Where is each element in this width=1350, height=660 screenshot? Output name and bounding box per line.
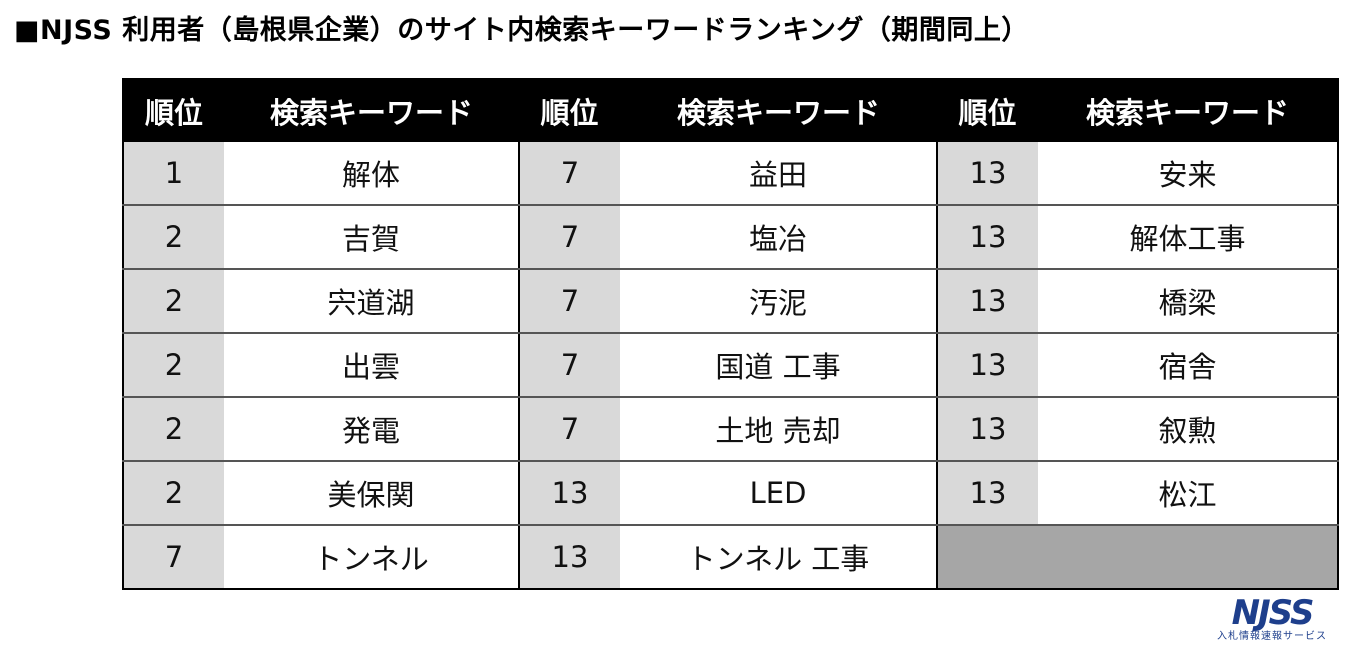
keyword-cell: LED [620, 461, 937, 526]
logo-tagline: 入札情報速報サービス [1217, 631, 1327, 642]
rank-cell: 13 [936, 205, 1038, 270]
keyword-cell: 宍道湖 [224, 269, 519, 334]
keyword-cell: 土地 売却 [620, 397, 937, 462]
table-header-row: 順位 検索キーワード 順位 検索キーワード 順位 検索キーワード [123, 79, 1338, 142]
empty-cell [1038, 525, 1338, 589]
keyword-cell: 解体工事 [1038, 205, 1338, 270]
keyword-cell: トンネル [224, 525, 519, 589]
keyword-cell: 宿舎 [1038, 333, 1338, 398]
keyword-cell: 解体 [224, 142, 519, 206]
table-row: 2 出雲 7 国道 工事 13 宿舎 [123, 333, 1338, 398]
rank-cell: 7 [518, 397, 620, 462]
keyword-cell: 吉賀 [224, 205, 519, 270]
keyword-cell: トンネル 工事 [620, 525, 937, 589]
rank-cell: 2 [123, 461, 224, 526]
rank-cell: 2 [123, 397, 224, 462]
empty-cell [936, 525, 1038, 589]
keyword-cell: 安来 [1038, 142, 1338, 206]
rank-cell: 13 [518, 525, 620, 589]
keyword-cell: 汚泥 [620, 269, 937, 334]
logo-wordmark: NJSS [1231, 593, 1315, 633]
keyword-cell: 発電 [224, 397, 519, 462]
keyword-cell: 国道 工事 [620, 333, 937, 398]
header-keyword: 検索キーワード [1038, 79, 1338, 142]
rank-cell: 7 [518, 269, 620, 334]
header-rank: 順位 [519, 79, 620, 142]
rank-cell: 7 [123, 525, 224, 589]
table-row: 2 発電 7 土地 売却 13 叙勲 [123, 397, 1338, 462]
rank-cell: 13 [936, 142, 1038, 206]
rank-cell: 13 [936, 461, 1038, 526]
keyword-ranking-table: 順位 検索キーワード 順位 検索キーワード 順位 検索キーワード 1 解体 7 … [122, 78, 1339, 590]
table-row: 2 吉賀 7 塩冶 13 解体工事 [123, 205, 1338, 270]
rank-cell: 13 [518, 461, 620, 526]
header-rank: 順位 [937, 79, 1038, 142]
rank-cell: 1 [123, 142, 224, 206]
rank-cell: 13 [936, 269, 1038, 334]
rank-cell: 13 [936, 333, 1038, 398]
header-keyword: 検索キーワード [224, 79, 519, 142]
table-row: 2 宍道湖 7 汚泥 13 橋梁 [123, 269, 1338, 334]
rank-cell: 2 [123, 205, 224, 270]
header-rank: 順位 [123, 79, 224, 142]
keyword-cell: 橋梁 [1038, 269, 1338, 334]
keyword-cell: 益田 [620, 142, 937, 206]
rank-cell: 13 [936, 397, 1038, 462]
rank-cell: 7 [518, 205, 620, 270]
page-title: ■NJSS 利用者（島根県企業）のサイト内検索キーワードランキング（期間同上） [14, 15, 1029, 46]
table-row: 2 美保関 13 LED 13 松江 [123, 461, 1338, 526]
rank-cell: 7 [518, 333, 620, 398]
rank-cell: 2 [123, 269, 224, 334]
rank-cell: 2 [123, 333, 224, 398]
header-keyword: 検索キーワード [620, 79, 937, 142]
keyword-cell: 出雲 [224, 333, 519, 398]
keyword-cell: 塩冶 [620, 205, 937, 270]
njss-logo: NJSS 入札情報速報サービス [1210, 596, 1334, 648]
keyword-cell: 叙勲 [1038, 397, 1338, 462]
keyword-cell: 松江 [1038, 461, 1338, 526]
rank-cell: 7 [518, 142, 620, 206]
table-row: 7 トンネル 13 トンネル 工事 [123, 525, 1338, 589]
keyword-cell: 美保関 [224, 461, 519, 526]
table-row: 1 解体 7 益田 13 安来 [123, 142, 1338, 206]
